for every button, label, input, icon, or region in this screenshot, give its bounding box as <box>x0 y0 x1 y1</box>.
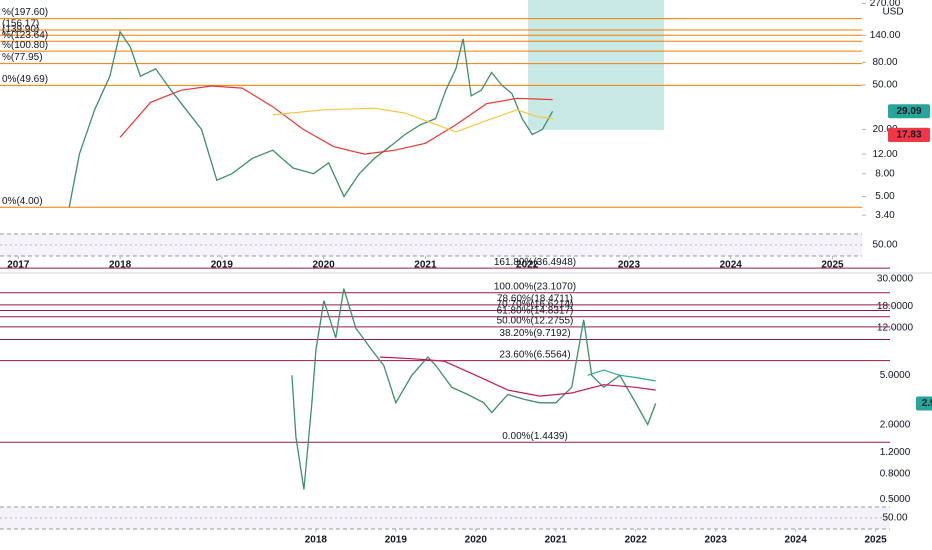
level-label: %(197.60) <box>2 7 48 18</box>
level-label: %(100.80) <box>2 40 48 51</box>
y-tick-label: 0.8000 <box>880 469 911 480</box>
x-tick-label: 2025 <box>821 260 844 271</box>
level-label: %(77.95) <box>2 52 43 63</box>
level-label: 0%(49.69) <box>2 74 48 85</box>
y-tick-label: 0.5000 <box>880 494 911 505</box>
rsi-level-label: 50.00 <box>882 513 907 524</box>
level-label: 78.60%(18.4711) <box>497 294 573 305</box>
level-label: 50.00%(12.2755) <box>497 316 574 327</box>
x-tick-label: 2018 <box>109 260 132 271</box>
level-label: (156.17) <box>2 19 39 30</box>
y-tick-label: 140.00 <box>870 30 901 41</box>
rsi-level-label: 50.00 <box>872 240 897 251</box>
series-line <box>291 288 657 490</box>
x-tick-label: 2018 <box>305 535 328 546</box>
x-tick-label: 2020 <box>465 535 488 546</box>
level-label: 0.00%(1.4439) <box>502 431 568 442</box>
series-line <box>119 85 553 155</box>
price-label: 29.09 <box>896 106 921 117</box>
series-line <box>272 107 553 133</box>
x-tick-label: 2024 <box>785 535 808 546</box>
level-label: 70.70%(16.6214) <box>497 299 574 310</box>
price-label-box <box>888 127 930 142</box>
level-label: 100.00%(23.1070) <box>494 281 576 292</box>
price-label: 17.83 <box>896 130 921 141</box>
y-tick-label: 1.2000 <box>880 447 911 458</box>
series-line <box>68 30 554 208</box>
price-label-box <box>916 396 932 411</box>
x-tick-label: 2024 <box>720 260 743 271</box>
y-tick-label: 12.00 <box>872 149 897 160</box>
y-tick-label: 80.00 <box>872 57 897 68</box>
level-label: 23.60%(6.5564) <box>499 349 570 360</box>
y-tick-label: 5.0000 <box>880 370 911 381</box>
y-tick-label: 18.0000 <box>877 301 914 312</box>
level-label: (139.90) <box>2 24 39 35</box>
x-tick-label: 2022 <box>516 260 539 271</box>
y-tick-label: 2.0000 <box>880 419 911 430</box>
x-tick-label: 2017 <box>7 260 30 271</box>
price-label: 2.9643 <box>922 398 932 409</box>
y-tick-label: 5.00 <box>875 191 895 202</box>
level-label: 161.80%(36.4948) <box>494 257 576 268</box>
price-label-box <box>888 104 930 119</box>
level-label: 61.80%(14.8317) <box>497 305 574 316</box>
level-label: 38.20%(9.7192) <box>499 328 570 339</box>
x-tick-label: 2023 <box>705 535 728 546</box>
level-label: 0%(4.00) <box>2 196 43 207</box>
axis-unit: USD <box>882 7 903 18</box>
x-tick-label: 2019 <box>211 260 234 271</box>
x-tick-label: 2023 <box>618 260 641 271</box>
series-line <box>587 369 656 382</box>
x-tick-label: 2025 <box>864 535 887 546</box>
x-tick-label: 2021 <box>545 535 568 546</box>
y-tick-label: 12.0000 <box>877 323 914 334</box>
y-tick-label: 270.00 <box>870 0 901 9</box>
y-tick-label: 8.00 <box>875 168 895 179</box>
y-tick-label: 20.00 <box>872 124 897 135</box>
position-box <box>528 0 664 130</box>
series-line <box>379 356 656 397</box>
y-tick-label: 30.0000 <box>877 273 914 284</box>
y-tick-label: 50.00 <box>872 80 897 91</box>
x-tick-label: 2021 <box>414 260 437 271</box>
x-tick-label: 2020 <box>313 260 336 271</box>
level-label: %(123.64) <box>2 30 48 41</box>
y-tick-label: 3.40 <box>875 210 895 221</box>
x-tick-label: 2022 <box>625 535 648 546</box>
x-tick-label: 2019 <box>385 535 408 546</box>
